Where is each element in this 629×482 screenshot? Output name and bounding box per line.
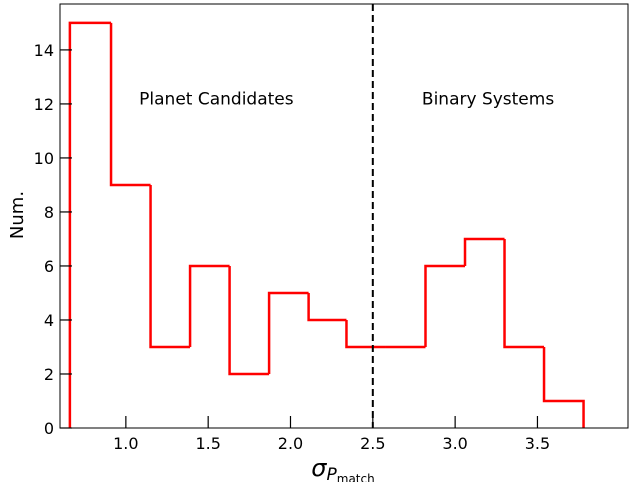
region-annotation: Planet Candidates (139, 90, 294, 110)
x-tick-label: 2.5 (360, 434, 385, 453)
axes: 1.0 1.5 2.0 2.5 3.0 3.5 0 2 4 6 8 10 12 14 (34, 3, 629, 453)
histogram-bin (68, 21, 112, 428)
region-annotation: Binary Systems (422, 90, 554, 110)
y-tick-label: 2 (44, 365, 54, 384)
histogram-bin (463, 237, 505, 266)
histogram-bin (149, 184, 191, 349)
x-tick-label: 1.0 (113, 434, 138, 453)
axes-frame (59, 3, 629, 429)
x-tick-label: 3.5 (525, 434, 550, 453)
histogram-bin (109, 22, 151, 187)
x-tick-label: 3.0 (442, 434, 467, 453)
x-axis-label: σPmatch (311, 454, 374, 482)
histogram-bin (503, 238, 545, 349)
y-tick-label: 8 (44, 203, 54, 222)
histogram-bin (345, 319, 386, 349)
histogram-bin (228, 265, 270, 376)
y-tick-label: 14 (34, 41, 54, 60)
x-tick-label: 1.5 (195, 434, 220, 453)
y-tick-label: 0 (44, 419, 54, 438)
histogram-bin (542, 346, 585, 428)
y-axis-label: Num. (7, 191, 28, 239)
plot-area: Planet Candidates Binary Systems (68, 4, 585, 428)
histogram-bin (307, 292, 347, 322)
x-tick-label: 2.0 (278, 434, 303, 453)
y-tick-label: 6 (44, 257, 54, 276)
histogram-bin (188, 264, 230, 347)
histogram-bin (424, 264, 466, 347)
y-tick-label: 12 (34, 95, 54, 114)
y-tick-label: 4 (44, 311, 54, 330)
histogram-bin (267, 291, 309, 374)
y-tick-label: 10 (34, 149, 54, 168)
